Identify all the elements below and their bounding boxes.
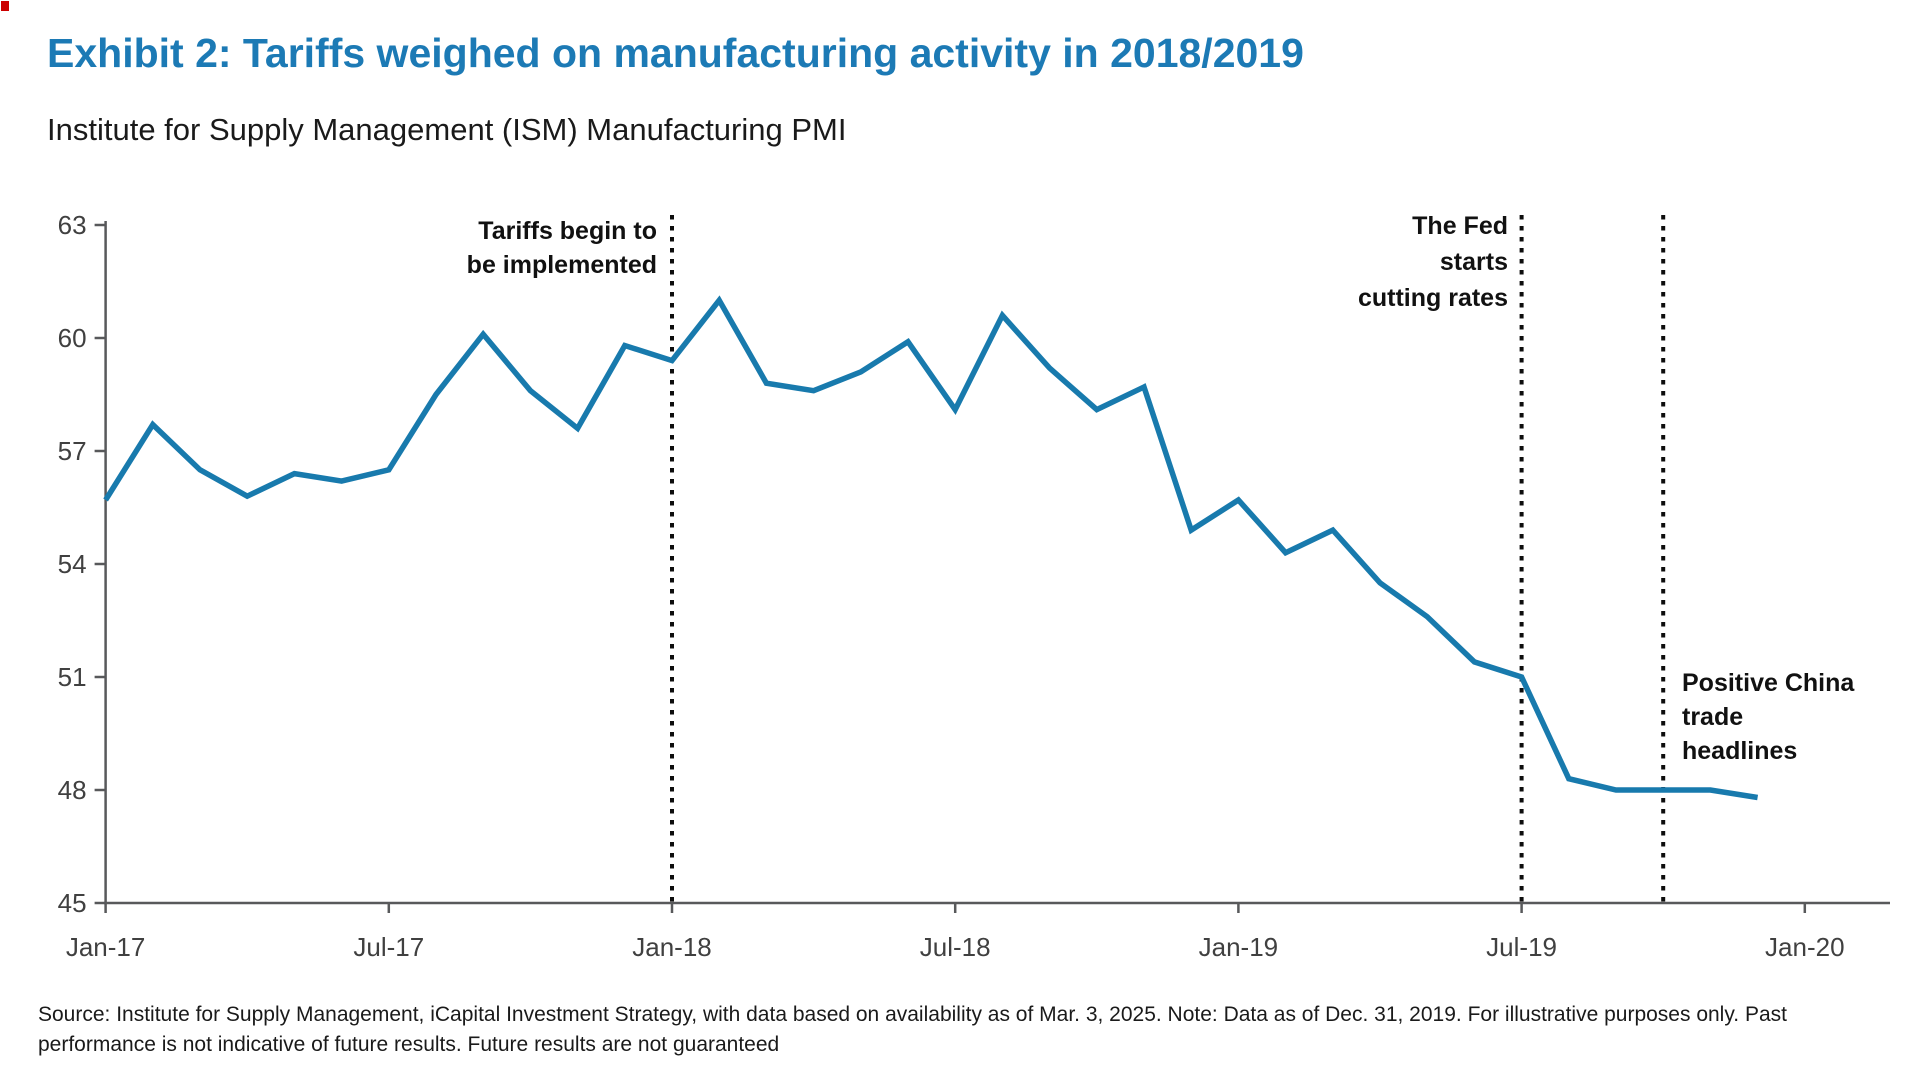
slide-corner-marker: [1, 1, 9, 11]
x-tick-label: Jan-18: [632, 932, 712, 962]
y-tick-label: 54: [58, 549, 87, 579]
page-title: Exhibit 2: Tariffs weighed on manufactur…: [47, 30, 1304, 76]
y-tick-label: 51: [58, 662, 87, 692]
y-tick-label: 48: [58, 775, 87, 805]
source-note: Source: Institute for Supply Management,…: [38, 1003, 1787, 1056]
y-tick-label: 45: [58, 888, 87, 918]
x-tick-label: Jul-17: [353, 932, 424, 962]
x-tick-label: Jan-19: [1199, 932, 1279, 962]
y-tick-label: 57: [58, 436, 87, 466]
y-tick-label: 60: [58, 323, 87, 353]
x-tick-label: Jan-20: [1765, 932, 1845, 962]
y-tick-label: 63: [58, 210, 87, 240]
annotation-tariffs-begin: Tariffs begin to be implemented: [466, 217, 657, 279]
x-tick-label: Jul-19: [1486, 932, 1557, 962]
pmi-series-line: [103, 295, 1759, 801]
annotation-fed-cutting-rates: The Fed starts cutting rates: [1357, 212, 1508, 312]
chart-subtitle: Institute for Supply Management (ISM) Ma…: [47, 112, 847, 147]
annotation-positive-china-trade: Positive China trade headlines: [1682, 669, 1855, 765]
x-tick-label: Jan-17: [66, 932, 146, 962]
x-tick-label: Jul-18: [920, 932, 991, 962]
